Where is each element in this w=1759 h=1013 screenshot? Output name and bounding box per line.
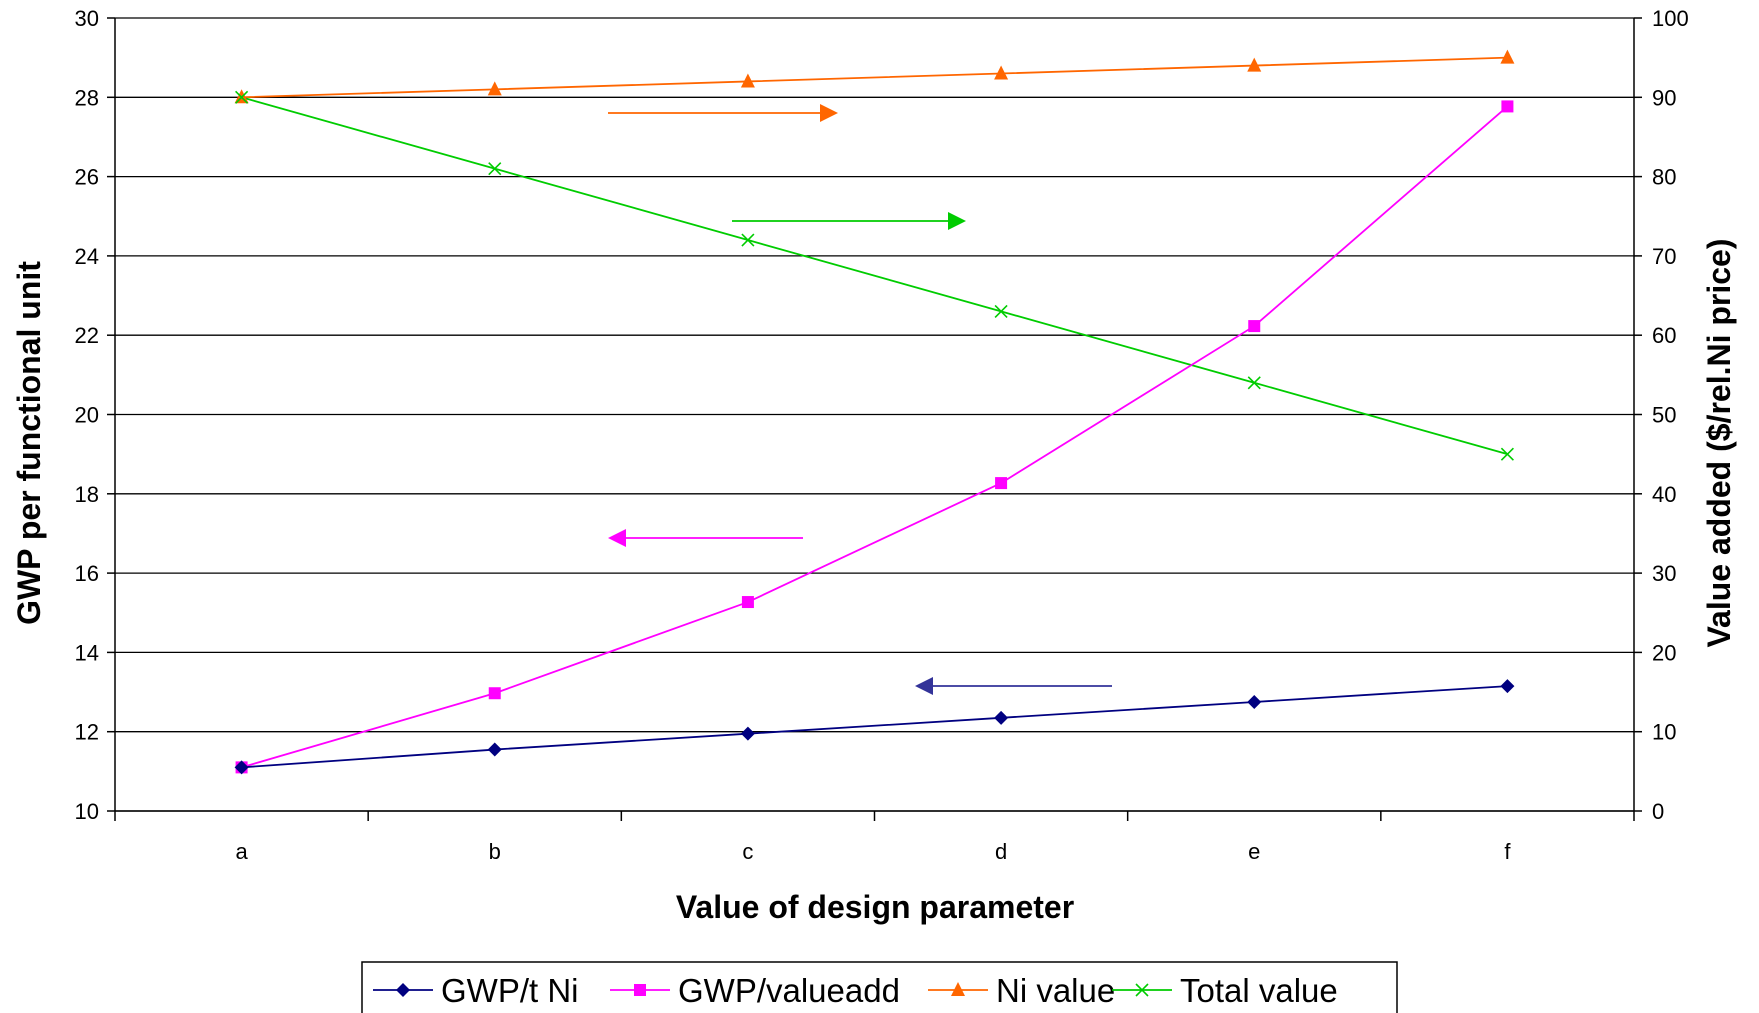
legend-item-total-value: Total value	[1112, 972, 1338, 1009]
x-marker-stroke	[488, 162, 502, 176]
right-tick-label: 30	[1652, 561, 1676, 586]
right-tick-label: 20	[1652, 640, 1676, 665]
arrow-head	[820, 104, 838, 122]
data-point-ni-value	[1500, 49, 1515, 64]
series-line-ni-value	[241, 56, 1508, 99]
arrow-head	[608, 529, 626, 547]
legend-box	[361, 961, 1398, 1013]
data-point-ni-value	[487, 81, 502, 96]
left-tick-label: 20	[75, 403, 99, 428]
annotation-arrows	[608, 104, 1112, 695]
axis-arrow-gwp-valueadd	[608, 529, 803, 547]
axis-arrow-gwp-t-ni	[915, 677, 1112, 695]
axis-arrow-ni-value	[608, 104, 838, 122]
right-tick-label: 80	[1652, 165, 1676, 190]
data-point-total-value	[741, 233, 755, 247]
arrow-head	[915, 677, 933, 695]
x-tick-label: f	[1504, 839, 1511, 864]
legend-item-ni-value: Ni value	[928, 972, 1115, 1009]
right-tick-label: 40	[1652, 482, 1676, 507]
series-lines	[241, 56, 1509, 769]
data-point-gwp-valueadd	[1248, 320, 1261, 333]
data-point-ni-value	[740, 73, 755, 88]
data-point-gwp-valueadd	[488, 687, 501, 700]
right-tick-label: 90	[1652, 85, 1676, 110]
data-point-gwp-t-ni	[234, 760, 249, 775]
legend-marker	[396, 983, 410, 997]
legend-label: GWP/t Ni	[441, 972, 579, 1009]
x-tick-label: c	[742, 839, 753, 864]
data-point-gwp-t-ni	[1247, 694, 1262, 709]
x-tick-label: d	[995, 839, 1007, 864]
right-axis-ticks: 0 10 20 30 40 50 60 70 80 90 100	[1634, 6, 1689, 824]
right-tick-label: 100	[1652, 6, 1689, 31]
left-tick-label: 30	[75, 6, 99, 31]
series-line-total-value	[241, 96, 1508, 456]
left-tick-label: 24	[75, 244, 99, 269]
data-point-total-value	[488, 162, 502, 176]
right-tick-label: 70	[1652, 244, 1676, 269]
x-tick-label: b	[489, 839, 501, 864]
legend: GWP/t Ni GWP/valueadd Ni value Total value	[361, 961, 1398, 1013]
x-tick-label: a	[235, 839, 248, 864]
arrow-head	[948, 212, 966, 230]
series-markers	[234, 49, 1515, 775]
series-line-gwp-t-ni	[241, 685, 1508, 769]
left-tick-label: 16	[75, 561, 99, 586]
x-marker-stroke	[994, 304, 1008, 318]
x-axis-title: Value of design parameter	[676, 889, 1074, 925]
left-tick-label: 14	[75, 640, 99, 665]
x-marker-stroke	[1500, 447, 1514, 461]
left-tick-label: 28	[75, 85, 99, 110]
left-tick-label: 12	[75, 720, 99, 745]
data-point-gwp-t-ni	[1500, 679, 1515, 694]
x-marker-stroke	[741, 233, 755, 247]
axis-arrow-total-value	[732, 212, 966, 230]
x-marker-stroke	[1247, 376, 1261, 390]
legend-marker	[634, 984, 646, 996]
data-point-gwp-t-ni	[487, 742, 502, 757]
data-point-gwp-valueadd	[741, 596, 754, 609]
data-point-gwp-t-ni	[740, 726, 755, 741]
data-point-total-value	[235, 90, 249, 104]
data-point-total-value	[994, 304, 1008, 318]
left-axis-ticks: 10 12 14 16 18 20 22 24 26 28 30	[75, 6, 115, 824]
legend-label: Total value	[1180, 972, 1338, 1009]
x-marker-stroke	[235, 90, 249, 104]
legend-label: Ni value	[996, 972, 1115, 1009]
gridlines	[115, 17, 1634, 812]
series-line-gwp-valueadd	[241, 105, 1509, 769]
data-point-gwp-valueadd	[1501, 100, 1514, 113]
right-tick-label: 10	[1652, 720, 1676, 745]
legend-marker	[1135, 983, 1149, 997]
left-tick-label: 22	[75, 323, 99, 348]
x-marker-stroke	[1135, 983, 1149, 997]
left-tick-label: 18	[75, 482, 99, 507]
data-point-total-value	[1247, 376, 1261, 390]
legend-item-gwp-valueadd: GWP/valueadd	[610, 972, 900, 1009]
x-axis-ticks: a b c d e f	[114, 811, 1635, 864]
data-point-ni-value	[1247, 57, 1262, 72]
right-axis-title: Value added ($/rel.Ni price)	[1701, 238, 1737, 647]
x-tick-label: e	[1248, 839, 1260, 864]
data-point-ni-value	[994, 65, 1009, 80]
right-tick-label: 0	[1652, 799, 1664, 824]
left-tick-label: 26	[75, 165, 99, 190]
left-tick-label: 10	[75, 799, 99, 824]
right-tick-label: 60	[1652, 323, 1676, 348]
data-point-gwp-valueadd	[995, 477, 1008, 490]
data-point-total-value	[1500, 447, 1514, 461]
legend-marker	[951, 982, 965, 996]
left-axis-title: GWP per functional unit	[11, 261, 47, 625]
right-tick-label: 50	[1652, 403, 1676, 428]
data-point-gwp-t-ni	[994, 710, 1009, 725]
legend-item-gwp-t-ni: GWP/t Ni	[373, 972, 579, 1009]
legend-label: GWP/valueadd	[678, 972, 900, 1009]
